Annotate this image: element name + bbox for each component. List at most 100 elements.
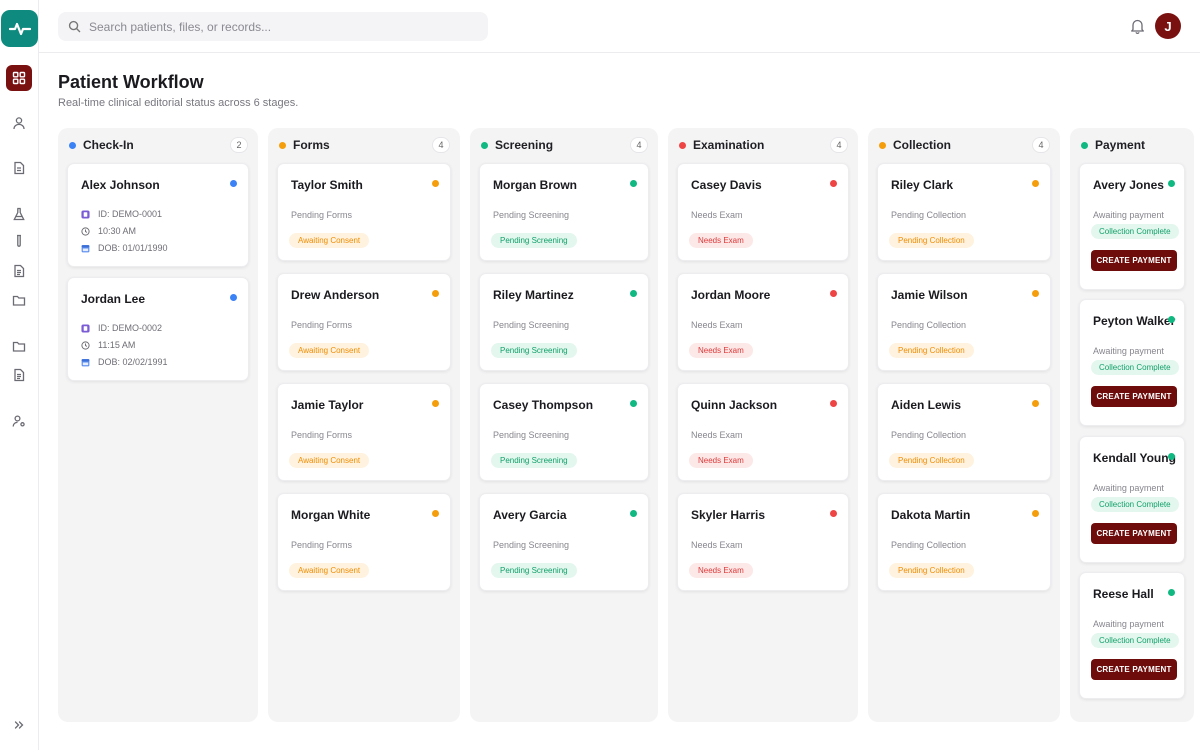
patient-card[interactable]: Kendall Young Awaiting payment Collection … [1079,436,1185,563]
patient-name: Dakota Martin [891,508,971,522]
id-card-icon [81,323,90,333]
app-logo[interactable] [1,10,38,47]
search-box[interactable] [58,12,488,41]
user-icon [13,117,25,130]
status-dot [1168,316,1175,323]
status-badge: Pending Collection [889,453,974,468]
sidebar-item-dashboard[interactable] [6,65,32,91]
patient-card[interactable]: Reese Hall Awaiting payment Collection Com… [1079,572,1185,699]
patient-id: ID: DEMO-0002 [81,323,162,333]
status-text: Pending Collection [891,430,967,440]
sidebar-item-samples[interactable] [8,230,30,252]
patient-name: Reese Hall [1093,587,1154,601]
patient-card[interactable]: Jamie Wilson Pending Collection Pending Co… [877,273,1051,371]
create-payment-button[interactable]: CREATE PAYMENT [1091,386,1177,407]
top-bar: J [39,0,1200,53]
status-text: Pending Screening [493,320,570,330]
create-payment-button[interactable]: CREATE PAYMENT [1091,523,1177,544]
dob-text: DOB: 01/01/1990 [98,243,168,253]
patient-card[interactable]: Jordan Moore Needs Exam Needs Exam [677,273,849,371]
status-dot [630,400,637,407]
patient-card[interactable]: Dakota Martin Pending Collection Pending C… [877,493,1051,591]
patient-card[interactable]: Avery Jones Awaiting payment Collection Co… [1079,163,1185,290]
patient-name: Peyton Walker [1093,314,1176,328]
status-text: Pending Screening [493,210,570,220]
patient-card[interactable]: Jamie Taylor Pending Forms Awaiting Consen… [277,383,451,481]
search-input[interactable] [89,19,469,34]
patient-card[interactable]: Aiden Lewis Pending Collection Pending Col… [877,383,1051,481]
status-badge: Collection Complete [1091,497,1179,512]
status-badge: Needs Exam [689,343,753,358]
column-count-badge: 4 [830,137,848,153]
status-badge: Needs Exam [689,233,753,248]
sidebar-item-documents[interactable] [8,157,30,179]
status-badge: Pending Collection [889,233,974,248]
sidebar-item-lab[interactable] [8,203,30,225]
file-text-icon [14,368,25,382]
status-badge: Pending Screening [491,453,577,468]
patient-card[interactable]: Riley Martinez Pending Screening Pending S… [479,273,649,371]
user-avatar[interactable]: J [1155,13,1181,39]
patient-card[interactable]: Casey Thompson Pending Screening Pending S… [479,383,649,481]
status-text: Pending Screening [493,540,570,550]
status-badge: Collection Complete [1091,633,1179,648]
patient-card[interactable]: Quinn Jackson Needs Exam Needs Exam [677,383,849,481]
patient-card[interactable]: Morgan White Pending Forms Awaiting Consen… [277,493,451,591]
patient-name: Quinn Jackson [691,398,778,412]
status-badge: Pending Collection [889,343,974,358]
column-header: Payment [1081,137,1184,153]
status-dot [1168,453,1175,460]
column-status-dot [679,141,686,149]
page-title: Patient Workflow [58,72,204,92]
patient-card[interactable]: Riley Clark Pending Collection Pending Col… [877,163,1051,261]
patient-card[interactable]: Alex Johnson ID: DEMO-0001 10:30 AM DOB: 01… [67,163,249,267]
calendar-icon [81,358,90,366]
sidebar-item-files[interactable] [8,289,30,311]
sidebar-item-archive[interactable] [8,335,30,357]
notifications-button[interactable] [1128,16,1146,36]
status-badge: Awaiting Consent [289,343,370,358]
sidebar-item-records[interactable] [8,364,30,386]
patient-card[interactable]: Jordan Lee ID: DEMO-0002 11:15 AM DOB: 02/0… [67,277,249,381]
sidebar-item-user-settings[interactable] [8,410,30,432]
status-text: Needs Exam [691,540,743,550]
sidebar-item-patients[interactable] [8,112,30,134]
patient-card[interactable]: Morgan Brown Pending Screening Pending Scr… [479,163,649,261]
status-dot [432,400,439,407]
status-text: Pending Screening [493,430,570,440]
column-header: Collection 4 [879,137,1050,153]
status-badge: Pending Collection [889,563,974,578]
column-forms: Forms 4 Taylor Smith Pending Forms Awaiting … [268,128,460,722]
status-dot [1168,180,1175,187]
patient-card[interactable]: Avery Garcia Pending Screening Pending Scr… [479,493,649,591]
patient-card[interactable]: Casey Davis Needs Exam Needs Exam [677,163,849,261]
patient-card[interactable]: Peyton Walker Awaiting payment Collection … [1079,299,1185,426]
column-examination: Examination 4 Casey Davis Needs Exam Needs E… [668,128,858,722]
create-payment-button[interactable]: CREATE PAYMENT [1091,250,1177,271]
status-text: Pending Forms [291,320,353,330]
column-header: Examination 4 [679,137,848,153]
status-badge: Needs Exam [689,453,753,468]
patient-name: Jordan Moore [691,288,771,302]
patient-name: Kendall Young [1093,451,1176,465]
status-badge: Collection Complete [1091,360,1179,375]
sidebar-item-reports[interactable] [8,260,30,282]
create-payment-button[interactable]: CREATE PAYMENT [1091,659,1177,680]
page-subtitle: Real-time clinical editorial status acro… [58,97,299,109]
status-dot [1032,180,1039,187]
status-dot [630,510,637,517]
patient-name: Drew Anderson [291,288,380,302]
sidebar-expand-button[interactable] [8,714,30,736]
bell-icon [1130,19,1144,34]
patient-card[interactable]: Taylor Smith Pending Forms Awaiting Consen… [277,163,451,261]
column-title: Examination [693,138,765,152]
status-dot [830,180,837,187]
patient-card[interactable]: Drew Anderson Pending Forms Awaiting Conse… [277,273,451,371]
column-count-badge: 4 [1032,137,1050,153]
column-status-dot [1081,141,1088,149]
status-dot [1032,510,1039,517]
status-badge: Pending Screening [491,343,577,358]
sidebar [0,0,39,750]
patient-card[interactable]: Skyler Harris Needs Exam Needs Exam [677,493,849,591]
status-dot [830,290,837,297]
